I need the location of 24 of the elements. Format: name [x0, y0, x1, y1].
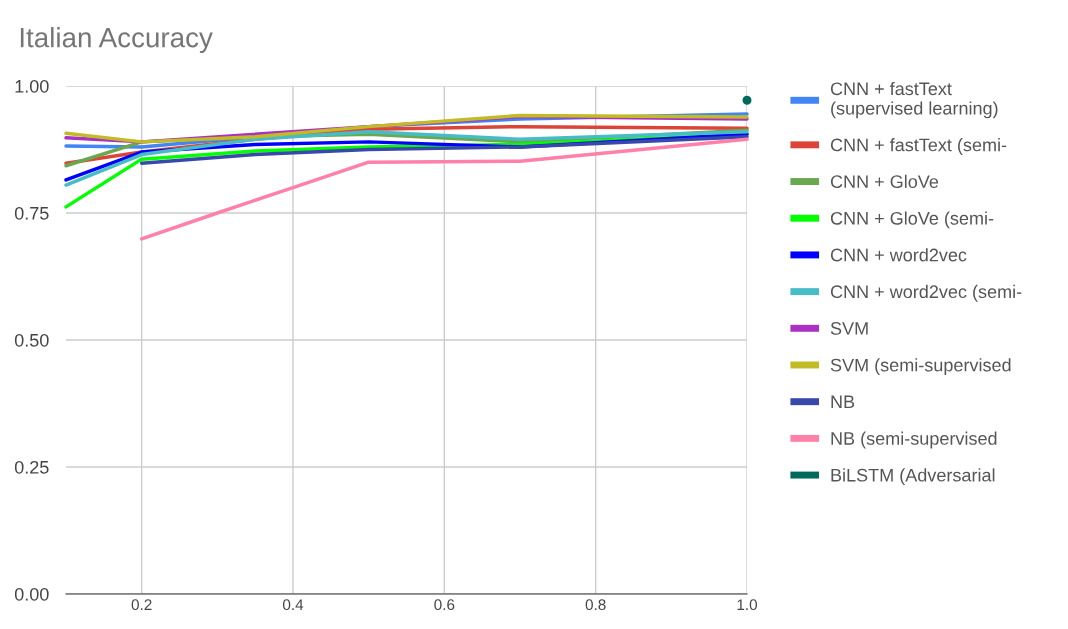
- x-tick-label: 1.0: [737, 599, 758, 611]
- y-tick-label: 0.75: [14, 206, 49, 220]
- chart-title: Italian Accuracy: [20, 27, 213, 53]
- legend-label: CNN + GloVe: [830, 174, 939, 189]
- line-series: [139, 135, 749, 165]
- legend-label: SVM: [830, 322, 868, 335]
- legend-label: CNN + GloVe (semi-: [830, 211, 994, 229]
- legend-label: CNN + fastText (supervised learning): [830, 81, 998, 119]
- legend-label: BiLSTM (Adversarial: [831, 468, 995, 486]
- legend-label: NB: [831, 395, 855, 408]
- legend-label: CNN + word2vec: [830, 248, 967, 262]
- y-tick-label: 1.00: [15, 79, 49, 93]
- x-tick-label: 0.8: [585, 599, 606, 611]
- y-tick-label: 0.50: [14, 333, 49, 347]
- x-tick-label: 0.6: [434, 599, 455, 611]
- legend-label: NB (semi-supervised: [831, 431, 997, 449]
- x-tick-label: 0.4: [282, 599, 304, 611]
- x-tick-label: 0.2: [131, 599, 152, 611]
- legend-label: CNN + fastText (semi-: [830, 138, 1007, 155]
- line-series: [139, 137, 749, 241]
- y-tick-label: 0.00: [14, 587, 49, 601]
- legend-label: CNN + word2vec (semi-: [830, 284, 1022, 302]
- legend-label: SVM (semi-supervised: [830, 358, 1011, 376]
- y-tick-label: 0.25: [14, 460, 49, 474]
